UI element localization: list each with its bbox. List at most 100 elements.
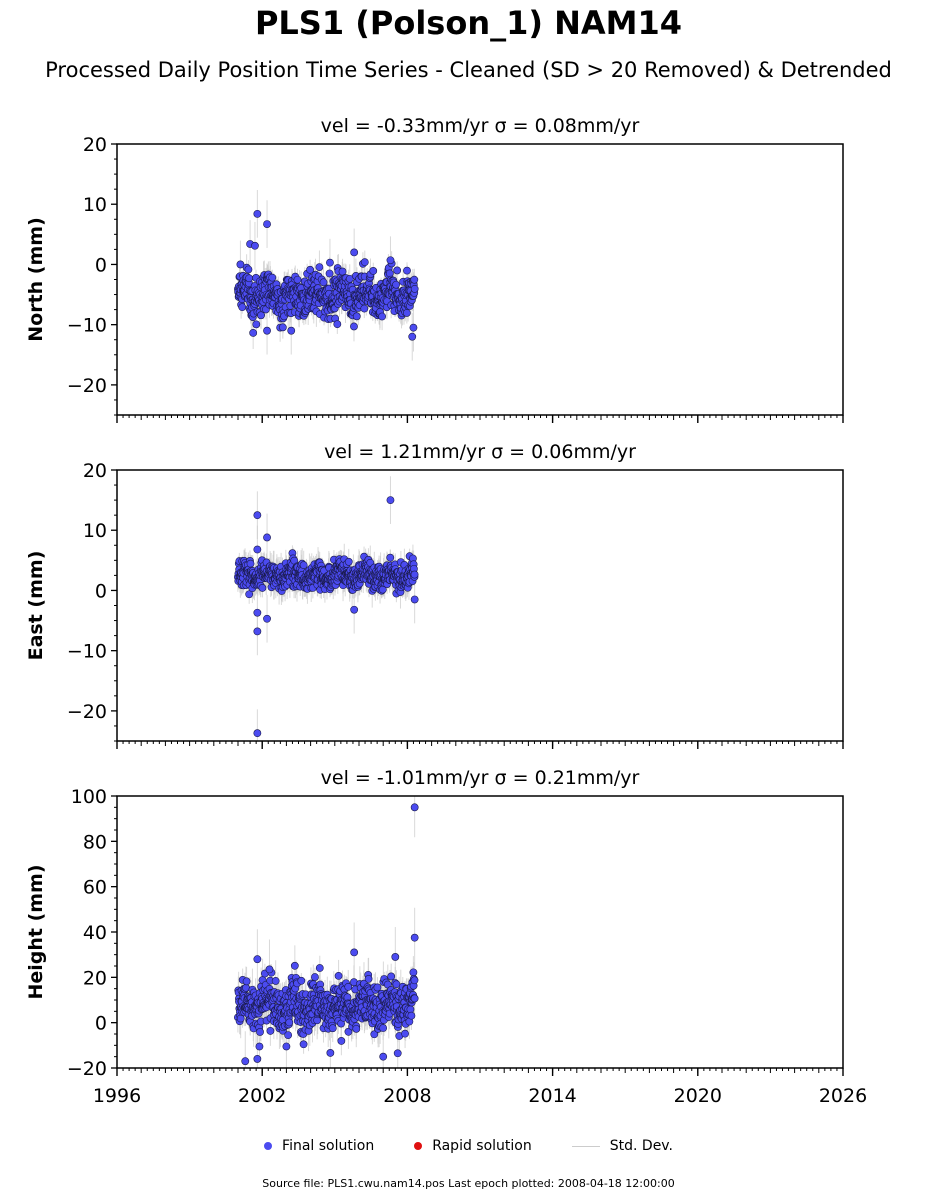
data-point	[410, 976, 419, 985]
data-point	[386, 256, 395, 265]
data-point	[293, 275, 302, 284]
data-point	[246, 559, 255, 568]
data-point	[252, 320, 261, 329]
y-tick-label: 0	[95, 254, 107, 276]
data-point	[249, 328, 258, 337]
data-point	[257, 311, 265, 320]
data-point	[393, 266, 402, 275]
data-point	[253, 1055, 262, 1063]
legend-label-rapid: Rapid solution	[432, 1138, 532, 1154]
data-point	[410, 284, 419, 293]
rapid-solution-marker	[414, 1142, 423, 1150]
data-point	[370, 1030, 379, 1039]
data-point	[255, 1042, 264, 1051]
legend-item-final: Final solution	[264, 1138, 374, 1154]
data-point	[242, 983, 250, 992]
data-point	[410, 803, 419, 812]
y-tick-label: −20	[67, 701, 107, 723]
axes-frame	[116, 469, 844, 742]
data-point	[245, 590, 254, 599]
data-point	[350, 948, 359, 957]
data-point	[282, 1042, 291, 1051]
data-point	[338, 267, 347, 276]
data-point	[253, 545, 262, 554]
y-tick-label: 60	[83, 877, 107, 899]
data-point	[408, 332, 417, 341]
final-solution-points	[234, 803, 419, 1066]
x-tick-label: 2026	[819, 1085, 867, 1107]
data-point	[402, 309, 411, 317]
data-point	[350, 605, 359, 614]
y-tick-label: 20	[83, 460, 107, 482]
data-point	[258, 584, 267, 592]
data-point	[311, 973, 319, 981]
data-point	[410, 595, 419, 604]
y-tick-label: 80	[83, 831, 107, 853]
data-point	[350, 248, 359, 257]
data-point	[284, 1031, 293, 1040]
data-point	[393, 1049, 402, 1058]
data-point	[242, 977, 251, 986]
data-point	[391, 953, 400, 961]
data-point	[315, 263, 324, 271]
data-point	[337, 1037, 346, 1045]
legend-label-stddev: Std. Dev.	[609, 1138, 673, 1154]
data-point	[253, 608, 262, 617]
y-tick-label: 10	[83, 520, 107, 542]
x-tick-label: 2020	[674, 1085, 722, 1107]
x-tick-label: 2002	[238, 1085, 286, 1107]
data-point	[344, 557, 353, 566]
chart-title: PLS1 (Polson_1) NAM14	[254, 4, 683, 42]
final-solution-points	[234, 209, 419, 341]
panel-title: vel = -0.33mm/yr σ = 0.08mm/yr	[321, 115, 640, 137]
data-point	[263, 614, 271, 623]
data-point	[319, 278, 328, 287]
plot-area	[234, 190, 419, 361]
data-point	[352, 312, 361, 321]
data-point	[409, 968, 418, 977]
data-point	[278, 323, 287, 332]
y-axis-label: North (mm)	[25, 217, 47, 342]
y-tick-label: −10	[67, 641, 107, 663]
data-point	[352, 1024, 361, 1033]
std-dev-bars	[237, 796, 416, 1068]
data-point	[410, 275, 419, 284]
data-point	[379, 1052, 388, 1061]
x-tick-label: 2008	[383, 1085, 431, 1107]
data-point	[326, 1049, 335, 1057]
y-tick-label: 100	[71, 786, 107, 808]
data-point	[263, 220, 271, 228]
data-point	[387, 972, 396, 981]
legend-item-rapid: Rapid solution	[414, 1138, 532, 1154]
data-point	[253, 627, 262, 636]
data-point	[410, 933, 419, 942]
legend: Final solution Rapid solution Std. Dev.	[0, 1138, 937, 1154]
data-point	[285, 1018, 294, 1027]
data-point	[410, 570, 419, 579]
final-solution-marker	[264, 1142, 273, 1150]
data-point	[409, 323, 418, 332]
data-point	[379, 1024, 388, 1032]
data-point	[268, 273, 277, 282]
data-point	[297, 976, 306, 985]
data-point	[350, 322, 358, 331]
data-point	[251, 241, 259, 250]
data-point	[271, 977, 280, 985]
legend-item-stddev: Std. Dev.	[571, 1138, 673, 1154]
y-tick-label: 20	[83, 967, 107, 989]
data-point	[328, 1024, 337, 1033]
y-tick-label: 20	[83, 134, 107, 156]
data-point	[245, 274, 254, 283]
y-tick-label: 40	[83, 922, 107, 944]
data-point	[407, 1011, 416, 1020]
data-point	[306, 265, 315, 274]
y-tick-label: 0	[95, 580, 107, 602]
data-point	[392, 280, 400, 289]
data-point	[410, 994, 419, 1003]
data-point	[364, 975, 373, 983]
time-series-figure: vel = -0.33mm/yr σ = 0.08mm/yr North (mm)…	[25, 115, 867, 1107]
data-point	[386, 553, 395, 562]
chart-subtitle: Processed Daily Position Time Series - C…	[45, 58, 892, 82]
data-point	[263, 533, 271, 542]
axes-frame	[116, 143, 844, 416]
